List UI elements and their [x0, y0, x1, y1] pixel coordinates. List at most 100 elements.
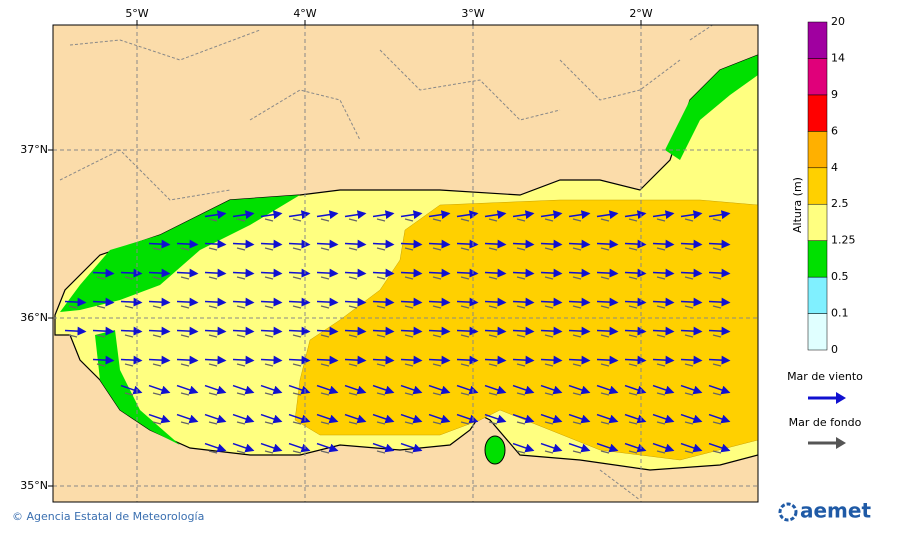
- swell-arrow: [404, 421, 414, 425]
- swell-arrow: [600, 305, 610, 309]
- swell-arrow: [68, 334, 78, 338]
- lon-label: 3°W: [461, 7, 484, 20]
- swell-arrow: [600, 334, 610, 338]
- logo-icon: [778, 502, 798, 522]
- wind-arrow: [484, 297, 507, 307]
- borders: [59, 25, 714, 501]
- swell-arrow: [348, 247, 358, 251]
- swell-arrow: [460, 421, 470, 425]
- swell-arrow: [712, 450, 722, 454]
- wind-arrow: [288, 268, 311, 278]
- swell-arrow: [600, 276, 610, 280]
- wind-arrow: [540, 384, 563, 395]
- swell-arrow: [236, 363, 246, 367]
- swell-arrow: [544, 450, 554, 454]
- swell-arrow: [292, 218, 302, 222]
- swell-arrow: [404, 392, 414, 396]
- wind-arrow: [456, 210, 479, 220]
- swell-arrow: [124, 276, 134, 280]
- wind-arrow: [652, 442, 675, 453]
- swell-arrow: [544, 305, 554, 309]
- wind-arrow: [596, 413, 619, 424]
- swell-arrow: [292, 334, 302, 338]
- swell-arrow: [292, 247, 302, 251]
- swell-arrow: [712, 276, 722, 280]
- wind-arrow: [512, 326, 535, 336]
- swell-arrow: [712, 247, 722, 251]
- wind-arrow: [680, 297, 703, 307]
- wind-arrow: [652, 210, 675, 220]
- swell-arrow: [488, 218, 498, 222]
- wind-arrow: [512, 442, 535, 453]
- wind-arrow: [204, 326, 227, 336]
- swell-arrow: [236, 305, 246, 309]
- wind-arrow: [316, 413, 339, 424]
- swell-arrow: [208, 450, 218, 454]
- swell-arrow: [376, 450, 386, 454]
- colorbar-segment: [807, 203, 828, 241]
- swell-arrow: [684, 218, 694, 222]
- wind-arrow: [316, 268, 339, 278]
- wind-arrow: [484, 326, 507, 336]
- wind-arrow: [568, 355, 591, 365]
- wind-arrow: [176, 297, 199, 307]
- wind-arrow: [680, 442, 703, 453]
- wind-arrow: [596, 268, 619, 278]
- swell-arrow: [488, 363, 498, 367]
- colorbar-label: 14: [831, 51, 845, 64]
- swell-arrow: [348, 276, 358, 280]
- swell-arrow: [124, 392, 134, 396]
- swell-arrow: [236, 334, 246, 338]
- swell-arrow: [628, 305, 638, 309]
- wind-arrow: [344, 210, 367, 220]
- wind-arrow: [372, 413, 395, 424]
- wind-arrow: [400, 326, 423, 336]
- swell-arrow: [572, 392, 582, 396]
- wind-arrow: [708, 355, 731, 365]
- swell-arrow: [488, 421, 498, 425]
- swell-arrow: [600, 450, 610, 454]
- swell-arrow: [180, 392, 190, 396]
- swell-arrow: [264, 392, 274, 396]
- wind-arrow: [596, 210, 619, 220]
- wind-arrow: [176, 413, 199, 424]
- wind-arrow: [232, 297, 255, 307]
- wind-arrow: [260, 326, 283, 336]
- swell-arrow: [236, 450, 246, 454]
- wind-arrow: [568, 413, 591, 424]
- swell-arrow: [68, 305, 78, 309]
- swell-arrow: [460, 247, 470, 251]
- swell-arrow: [712, 392, 722, 396]
- swell-arrow: [628, 334, 638, 338]
- wind-arrow: [568, 210, 591, 220]
- credit: © Agencia Estatal de Meteorología: [12, 510, 204, 523]
- swell-arrow: [600, 247, 610, 251]
- swell-arrow: [320, 392, 330, 396]
- colorbar-segment: [807, 313, 828, 351]
- wind-arrow: [624, 326, 647, 336]
- swell-arrow: [124, 334, 134, 338]
- swell-arrow: [684, 276, 694, 280]
- colorbar-title: Altura (m): [791, 177, 804, 233]
- swell-arrow: [712, 218, 722, 222]
- swell-arrow: [656, 421, 666, 425]
- wind-arrow: [372, 326, 395, 336]
- colorbar-segment: [807, 276, 828, 314]
- swell-arrow: [656, 363, 666, 367]
- swell-arrow: [180, 421, 190, 425]
- swell-arrow: [656, 392, 666, 396]
- swell-arrow: [320, 334, 330, 338]
- swell-arrow: [96, 334, 106, 338]
- swell-arrow: [152, 334, 162, 338]
- swell-arrow: [404, 218, 414, 222]
- wind-arrow: [428, 384, 451, 395]
- map: [53, 25, 758, 502]
- swell-arrow: [656, 276, 666, 280]
- wind-arrow: [512, 413, 535, 424]
- swell-arrow: [96, 305, 106, 309]
- wind-arrow: [204, 442, 227, 453]
- wind-arrow: [708, 268, 731, 278]
- swell-arrow: [208, 247, 218, 251]
- swell-arrow: [404, 450, 414, 454]
- wind-arrow: [344, 355, 367, 365]
